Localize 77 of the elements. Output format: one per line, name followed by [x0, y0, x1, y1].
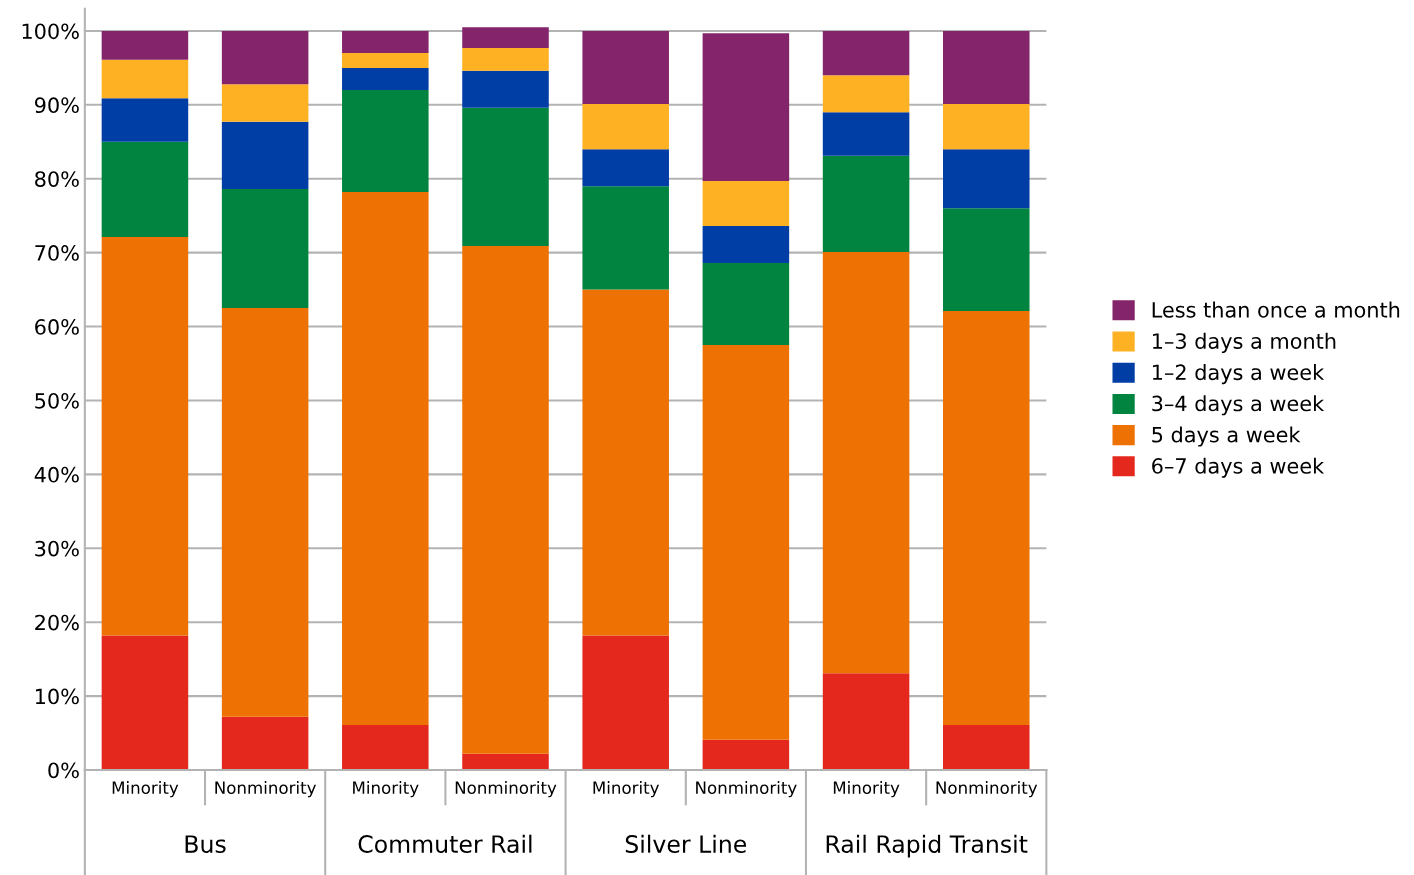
bar — [822, 155, 910, 252]
bar — [943, 30, 1030, 105]
bar — [582, 104, 669, 150]
bar — [822, 30, 910, 76]
x-tick-label: Minority — [112, 781, 179, 798]
y-tick-label: 30% — [35, 540, 79, 557]
bar — [221, 308, 309, 717]
y-tick-label: 100% — [22, 23, 79, 40]
bar — [342, 30, 429, 54]
bar — [462, 245, 549, 754]
bar — [342, 192, 429, 725]
bar — [221, 121, 309, 190]
y-tick-label: 70% — [35, 245, 79, 261]
y-tick-label: 20% — [35, 614, 79, 631]
bar — [101, 635, 189, 770]
y-tick-label: 90% — [34, 97, 79, 114]
bar — [702, 262, 790, 346]
bar — [943, 208, 1030, 312]
bar — [101, 30, 189, 60]
y-tick-label: 40% — [34, 466, 79, 483]
bar — [221, 716, 309, 770]
y-tick-label: 80% — [35, 171, 79, 187]
legend-label: 1–2 days a week — [1152, 364, 1325, 385]
bar — [582, 149, 669, 187]
bar — [702, 739, 790, 770]
bar — [221, 30, 309, 85]
y-tick-label: 10% — [35, 688, 79, 705]
bar — [101, 237, 189, 636]
x-tick-label: Minority — [833, 781, 900, 798]
x-tick-label: Nonminority — [215, 781, 316, 798]
y-tick-label: 50% — [35, 392, 79, 409]
bar — [462, 47, 549, 71]
bar — [702, 226, 790, 263]
y-tick-label: 60% — [35, 319, 79, 335]
bar — [342, 53, 429, 68]
legend-label: Less than once a month — [1152, 301, 1400, 318]
bar — [582, 635, 669, 770]
bar — [462, 70, 549, 108]
bar — [342, 724, 429, 770]
x-tick-label: Nonminority — [696, 781, 797, 798]
legend-label: 6–7 days a week — [1152, 457, 1325, 478]
x-tick-label: Minority — [353, 781, 419, 798]
bar — [702, 180, 790, 227]
text: Rail Rapid Transit — [826, 834, 1028, 858]
bar — [943, 724, 1030, 770]
bar — [221, 84, 309, 122]
bar — [462, 107, 549, 246]
bar — [943, 104, 1030, 150]
bar — [702, 33, 790, 181]
bar — [822, 112, 910, 156]
bar — [822, 251, 910, 674]
bar — [582, 289, 669, 636]
legend-label: 1–3 days a month — [1152, 332, 1336, 353]
bar — [101, 98, 189, 142]
bar — [822, 75, 910, 113]
bar — [342, 67, 429, 91]
bar — [943, 311, 1030, 725]
text: Bus — [185, 835, 226, 853]
x-tick-label: Nonminority — [936, 781, 1038, 798]
bar — [462, 753, 549, 770]
bar — [702, 345, 790, 740]
bar — [462, 27, 549, 48]
x-tick-label: Minority — [593, 781, 660, 798]
bar — [943, 149, 1030, 209]
bar — [822, 673, 910, 770]
text: Commuter Rail — [358, 834, 532, 853]
legend-label: 3–4 days a week — [1152, 395, 1325, 416]
bar — [582, 30, 669, 105]
bar — [342, 90, 429, 193]
bar — [582, 186, 669, 290]
y-tick-label: 0% — [48, 762, 79, 779]
bar — [101, 59, 189, 99]
bar — [221, 189, 309, 309]
x-tick-label: Nonminority — [455, 781, 557, 798]
bar — [101, 141, 189, 238]
text: Silver Line — [625, 834, 747, 853]
legend-label: 5 days a week — [1152, 426, 1301, 447]
